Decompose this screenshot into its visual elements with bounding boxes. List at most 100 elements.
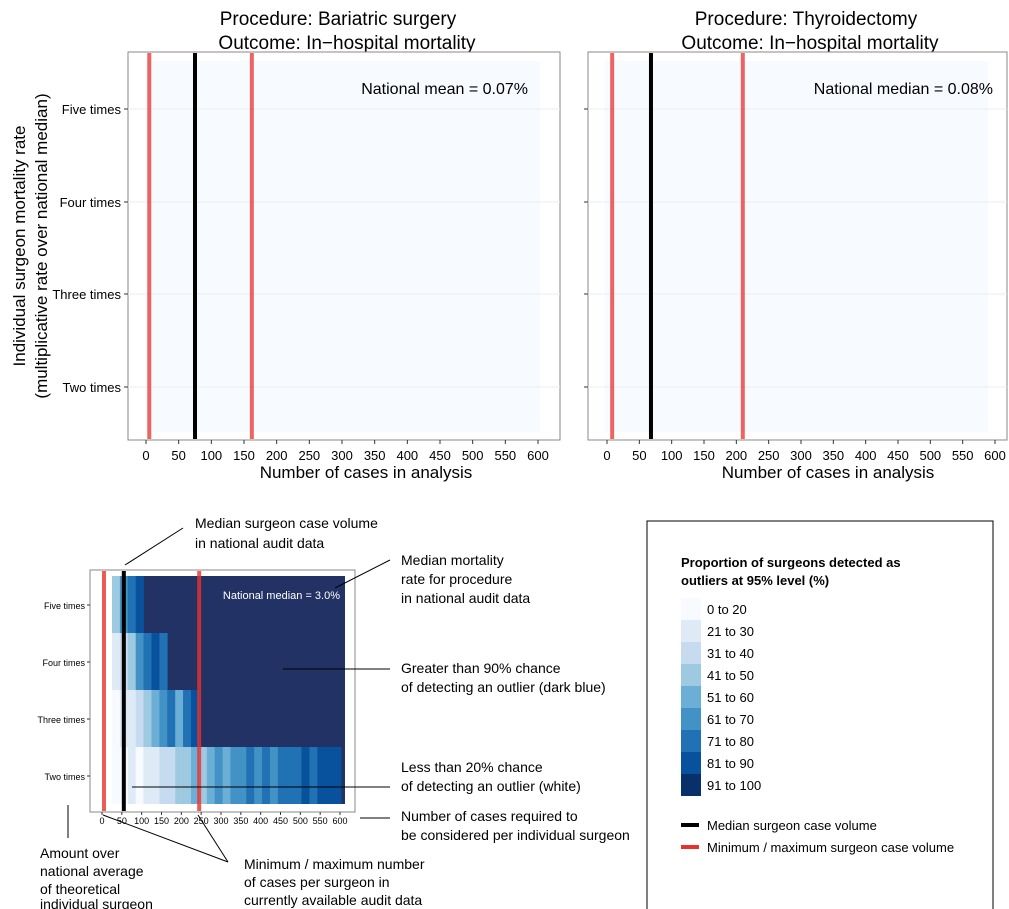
legend-swatch bbox=[681, 774, 701, 796]
callout-text: Minimum / maximum number bbox=[244, 856, 425, 872]
x-axis-label: Number of cases in analysis bbox=[260, 463, 473, 482]
callout-text: of cases per surgeon in bbox=[244, 874, 390, 890]
heatmap-fill bbox=[605, 61, 988, 432]
chart-title-line2: Outcome: In−hospital mortality bbox=[218, 33, 476, 54]
national-rate-annotation: National median = 3.0% bbox=[223, 590, 340, 602]
legend-label: 91 to 100 bbox=[707, 778, 761, 793]
national-rate-annotation: National mean = 0.07% bbox=[361, 81, 528, 98]
heatmap-cell bbox=[183, 690, 192, 747]
legend-swatch bbox=[681, 686, 701, 708]
legend-label: 71 to 80 bbox=[707, 734, 754, 749]
explanatory-callouts: Median surgeon case volume in national a… bbox=[40, 515, 630, 909]
heatmap-cell bbox=[246, 747, 255, 804]
x-tick-label: 200 bbox=[266, 448, 288, 463]
heatmap-cell bbox=[135, 690, 144, 747]
heatmap-fill bbox=[146, 61, 540, 432]
chart-title-line1: Procedure: Bariatric surgery bbox=[220, 9, 457, 30]
callout-text: Number of cases required to bbox=[401, 808, 578, 824]
heatmap-cell bbox=[183, 747, 192, 804]
x-tick-label: 150 bbox=[693, 448, 715, 463]
x-tick-label: 250 bbox=[758, 448, 780, 463]
heatmap-cell bbox=[112, 690, 121, 747]
heatmap-cell bbox=[151, 690, 160, 747]
heatmap-cell bbox=[127, 747, 136, 804]
heatmap-cell bbox=[127, 633, 136, 690]
x-tick-label: 350 bbox=[233, 816, 248, 826]
heatmap-cell bbox=[309, 747, 318, 804]
legend-title-line2: outliers at 95% level (%) bbox=[681, 573, 829, 588]
x-tick-label: 550 bbox=[494, 448, 516, 463]
legend-frame bbox=[646, 520, 994, 909]
x-tick-label: 50 bbox=[171, 448, 185, 463]
heatmap-cell bbox=[159, 690, 168, 747]
example-chart: National median = 3.0% Five times Four ti… bbox=[37, 569, 356, 826]
legend-label: 31 to 40 bbox=[707, 646, 754, 661]
legend-label: 81 to 90 bbox=[707, 756, 754, 771]
legend-swatch bbox=[681, 664, 701, 686]
legend-minmax-label: Minimum / maximum surgeon case volume bbox=[707, 840, 954, 855]
y-tick-label: Four times bbox=[42, 658, 85, 668]
legend-swatch bbox=[681, 620, 701, 642]
legend-label: 61 to 70 bbox=[707, 712, 754, 727]
heatmap-cell bbox=[238, 747, 247, 804]
x-tick-label: 50 bbox=[117, 816, 127, 826]
legend-swatch bbox=[681, 598, 701, 620]
callout-text: of detecting an outlier (white) bbox=[401, 778, 581, 794]
heatmap-cell bbox=[333, 747, 342, 804]
callout-text: be considered per individual surgeon bbox=[401, 827, 630, 843]
legend-swatch bbox=[681, 752, 701, 774]
callout-text: individual surgeon bbox=[40, 896, 153, 909]
callout-text: rate for procedure bbox=[401, 571, 512, 587]
heatmap-cell bbox=[222, 747, 231, 804]
heatmap-cell bbox=[270, 747, 279, 804]
heatmap-cell bbox=[175, 747, 184, 804]
heatmap-cell bbox=[325, 747, 334, 804]
callout-text: of theoretical bbox=[40, 881, 120, 897]
heatmap-cell bbox=[293, 747, 302, 804]
x-tick-label: 400 bbox=[253, 816, 268, 826]
x-tick-label: 300 bbox=[213, 816, 228, 826]
heatmap-cell bbox=[159, 747, 168, 804]
callout-text: in national audit data bbox=[401, 590, 530, 606]
x-tick-label: 600 bbox=[527, 448, 549, 463]
x-tick-label: 300 bbox=[331, 448, 353, 463]
y-axis-label-line2: (multiplicative rate over national media… bbox=[32, 93, 51, 398]
heatmap-cell bbox=[127, 576, 136, 633]
x-tick-label: 350 bbox=[364, 448, 386, 463]
x-tick-label: 100 bbox=[134, 816, 149, 826]
x-tick-label: 400 bbox=[396, 448, 418, 463]
y-tick-label: Two times bbox=[62, 380, 121, 395]
x-tick-label: 600 bbox=[984, 448, 1006, 463]
x-tick-label: 500 bbox=[919, 448, 941, 463]
heatmap-cell bbox=[317, 747, 326, 804]
bariatric-chart: Procedure: Bariatric surgery Outcome: In… bbox=[10, 9, 561, 482]
x-tick-label: 550 bbox=[952, 448, 974, 463]
heatmap-cell bbox=[191, 747, 200, 804]
x-tick-label: 400 bbox=[855, 448, 877, 463]
legend-box: Proportion of surgeons detected as outli… bbox=[646, 520, 994, 909]
heatmap-cell bbox=[135, 747, 144, 804]
heatmap-cell bbox=[143, 747, 152, 804]
callout-line bbox=[124, 527, 184, 566]
x-tick-label: 50 bbox=[632, 448, 646, 463]
callout-text: Amount over bbox=[40, 845, 120, 861]
heatmap-cell bbox=[285, 747, 294, 804]
thyroidectomy-chart: Procedure: Thyroidectomy Outcome: In−hos… bbox=[584, 9, 1008, 482]
x-tick-label: 500 bbox=[293, 816, 308, 826]
y-tick-label: Four times bbox=[60, 195, 122, 210]
x-tick-label: 450 bbox=[887, 448, 909, 463]
heatmap-cell bbox=[135, 576, 144, 633]
y-tick-label: Two times bbox=[44, 772, 85, 782]
heatmap-cell bbox=[143, 633, 152, 690]
legend-median-label: Median surgeon case volume bbox=[707, 818, 877, 833]
heatmap-cell bbox=[175, 690, 184, 747]
callout-text: Less than 20% chance bbox=[401, 759, 543, 775]
x-tick-label: 600 bbox=[332, 816, 347, 826]
x-tick-label: 200 bbox=[725, 448, 747, 463]
heatmap-cell bbox=[143, 690, 152, 747]
heatmap-cell bbox=[301, 747, 310, 804]
heatmap-cell bbox=[135, 633, 144, 690]
heatmap-cell bbox=[112, 633, 121, 690]
heatmap-cell bbox=[167, 747, 176, 804]
